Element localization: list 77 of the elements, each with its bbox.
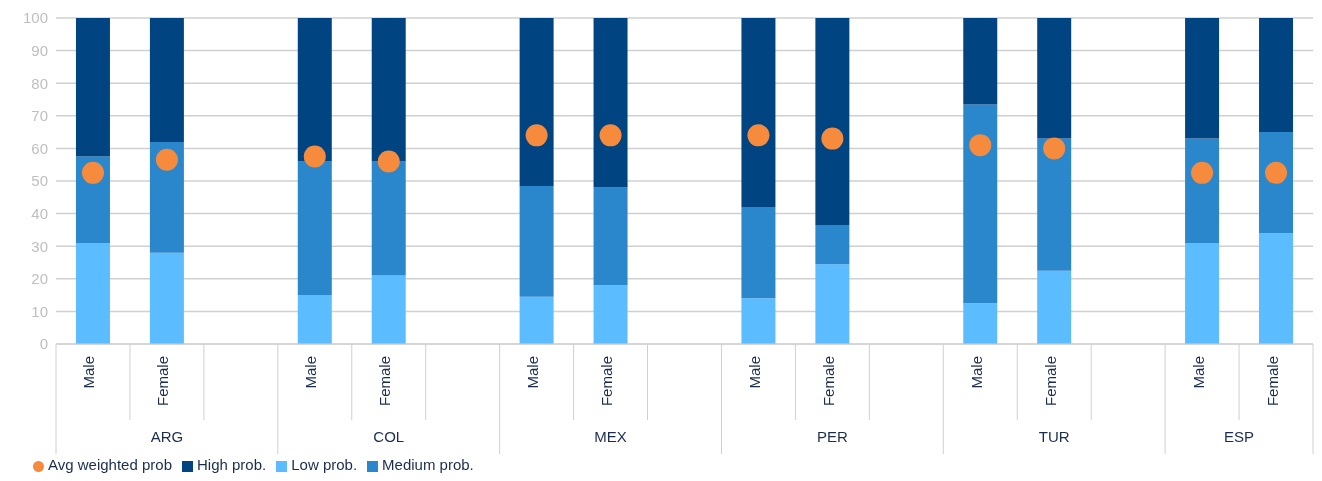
text: MEX [594,428,627,445]
point [969,134,992,157]
bar [1259,18,1294,133]
text: TUR [1038,428,1070,445]
bar [371,161,406,276]
bar [815,264,850,344]
bar [149,252,184,344]
bar [593,187,628,286]
bar [297,295,332,344]
bar [75,18,110,157]
bar [963,18,998,105]
bar [593,18,628,188]
bar [815,225,850,265]
bar [815,18,850,226]
x-tick-label: Male [1189,356,1207,389]
y-tick-label: 40 [31,204,48,222]
legend-label: Medium prob. [382,456,474,473]
point [525,124,548,147]
bar [371,275,406,344]
x-tick-label: Male [80,356,98,389]
bar [741,18,776,208]
point [821,127,844,150]
x-tick-label: Female [1263,356,1281,407]
bar [297,18,332,162]
x-tick-label: Female [598,356,616,407]
y-tick-label: 70 [31,107,48,125]
bar [963,303,998,344]
x-tick-label: Male [967,356,985,389]
y-tick-label: 0 [39,335,48,353]
y-tick-label: 100 [22,9,48,27]
point [81,161,104,184]
x-tick-label: Male [302,356,320,389]
y-tick-label: 50 [31,172,48,190]
point [599,124,622,147]
x-tick-label: Female [819,356,837,407]
y-tick-label: 80 [31,74,48,92]
legend-label: Low prob. [291,456,358,473]
legend-label: High prob. [196,456,267,473]
y-tick-label: 30 [31,237,48,255]
bar [371,18,406,162]
point [747,124,770,147]
point [1265,161,1288,184]
y-tick-label: 90 [31,41,48,59]
point [1191,161,1214,184]
bar [741,207,776,299]
bar [519,185,554,297]
y-tick-label: 60 [31,139,48,157]
point [155,148,178,171]
point [1043,137,1066,160]
bar [963,104,998,304]
legend-label: Avg weighted prob [48,456,172,473]
text: ESP [1224,428,1255,445]
bar [593,285,628,344]
bar [1259,233,1294,344]
text: PER [816,428,848,445]
bar [519,18,554,186]
text: COL [373,428,405,445]
x-tick-label: Female [376,356,394,407]
y-tick-label: 20 [31,270,48,288]
bar [75,242,110,344]
bar [1037,138,1072,271]
x-tick-label: Male [745,356,763,389]
x-tick-label: Female [154,356,172,407]
point [303,145,326,168]
bar [149,18,184,142]
text: ARG [150,428,184,445]
y-tick-label: 10 [31,302,48,320]
x-tick-label: Male [524,356,542,389]
bar [1037,18,1072,139]
bar [1185,18,1220,139]
bar [519,296,554,344]
point [377,150,400,173]
bar [1037,270,1072,344]
x-tick-label: Female [1041,356,1059,407]
bar [297,161,332,296]
bar [1185,242,1220,344]
bar [741,298,776,344]
